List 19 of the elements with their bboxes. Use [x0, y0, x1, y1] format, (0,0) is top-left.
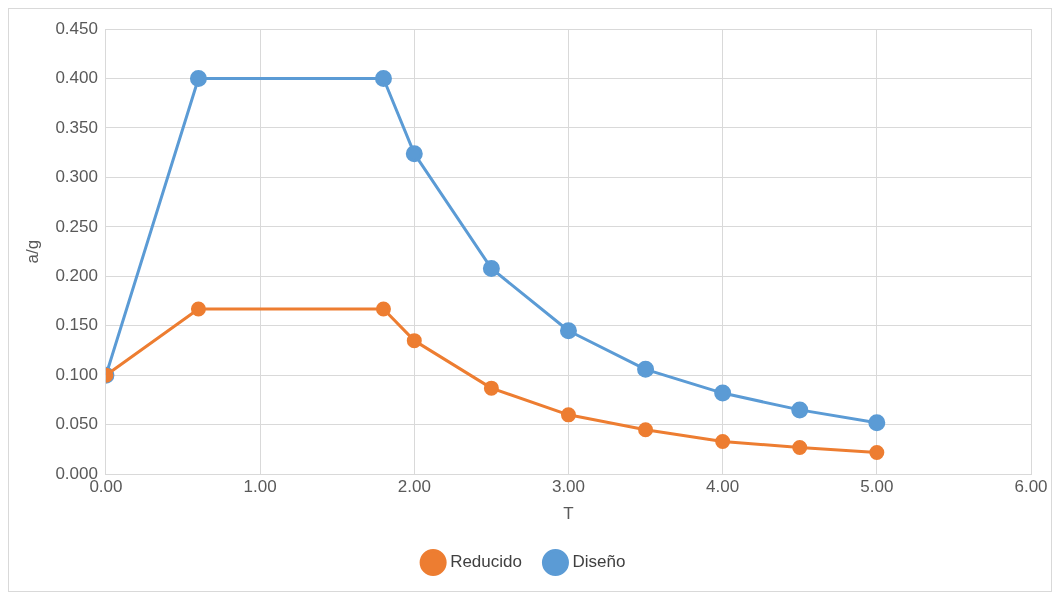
legend-label: Reducido: [450, 552, 522, 572]
y-tick-label: 0.300: [55, 167, 98, 187]
y-tick-label: 0.400: [55, 68, 98, 88]
y-tick-label: 0.350: [55, 117, 98, 137]
x-tick-label: 1.00: [243, 477, 277, 497]
x-tick-label: 3.00: [551, 477, 586, 497]
y-tick-label: 0.150: [55, 315, 98, 335]
y-tick-label: 0.100: [55, 364, 98, 384]
x-tick-label: 2.00: [397, 477, 431, 497]
x-tick-label: 5.00: [860, 477, 894, 497]
y-tick-label: 0.450: [55, 18, 98, 38]
y-tick-label: 0.200: [55, 266, 98, 286]
legend-label: Diseño: [572, 552, 626, 572]
y-tick-label: 0.250: [55, 216, 98, 236]
y-tick-label: 0.050: [55, 414, 98, 434]
x-axis-title: T: [563, 504, 574, 524]
x-tick-label: 4.00: [706, 477, 740, 497]
x-tick-label: 6.00: [1014, 477, 1048, 497]
y-axis-title: a/g: [22, 239, 42, 264]
